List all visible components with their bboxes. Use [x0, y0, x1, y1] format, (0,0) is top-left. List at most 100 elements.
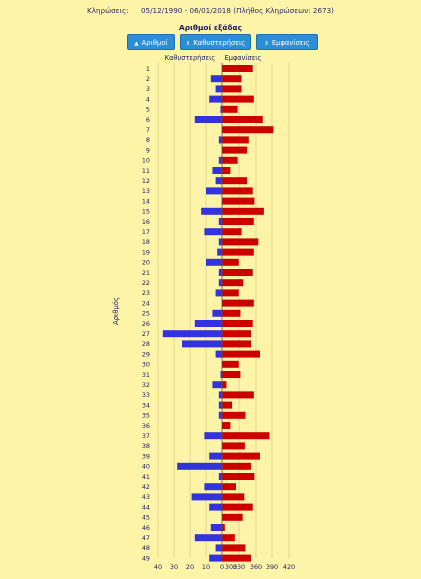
delay-bar [191, 493, 222, 501]
chart-subtitle: Αριθμοί εξάδας [178, 23, 243, 32]
delay-bar [182, 340, 222, 348]
category-label: 6 [146, 116, 150, 124]
appearance-bar [222, 422, 231, 429]
delay-bar [210, 75, 222, 83]
sort-by-number-label: Αριθμοί [141, 39, 168, 47]
appearance-bar [222, 524, 225, 531]
category-label: 4 [146, 95, 150, 103]
appearance-bar [222, 330, 252, 338]
delays-tick-label: 40 [154, 563, 162, 571]
delays-column-header: Καθυστερήσεις [165, 54, 216, 62]
category-label: 30 [142, 361, 150, 369]
delay-bar [201, 207, 222, 215]
appearance-bar [222, 116, 263, 123]
category-label: 8 [146, 136, 150, 144]
category-label: 3 [146, 85, 150, 93]
delay-bar [204, 483, 222, 491]
delay-bar [218, 218, 222, 225]
category-label: 13 [142, 187, 150, 195]
appearance-bar [222, 167, 231, 174]
category-label: 21 [142, 269, 150, 277]
category-label: 41 [142, 473, 150, 481]
appearance-bar [222, 452, 260, 460]
appearance-bar [222, 269, 253, 276]
category-label: 37 [142, 432, 150, 440]
appearance-bar [222, 95, 254, 103]
appearance-bar [222, 105, 238, 113]
category-label: 39 [142, 452, 150, 460]
delay-bar [162, 330, 222, 338]
sort-by-appearances-label: Εμφανίσεις [271, 39, 310, 47]
delay-bar [220, 105, 222, 113]
category-label: 17 [142, 228, 150, 236]
delay-bar [218, 411, 222, 419]
category-label: 12 [142, 177, 150, 185]
delay-bar [206, 258, 222, 266]
sort-by-number-button[interactable]: ▲ Αριθμοί [127, 34, 175, 50]
appearance-bar [222, 126, 274, 134]
appearance-bar [222, 513, 243, 521]
category-label: 38 [142, 442, 150, 450]
category-label: 32 [142, 381, 150, 389]
appearance-bar [222, 75, 242, 83]
category-label: 16 [142, 218, 150, 226]
category-label: 5 [146, 106, 150, 114]
category-label: 29 [142, 350, 150, 358]
category-label: 10 [142, 157, 150, 165]
draws-header: Κληρώσεις: 05/12/1990 - 06/01/2018 (Πλήθ… [0, 6, 421, 15]
delay-bar [209, 503, 222, 511]
appearance-bar [222, 473, 255, 480]
category-label: 18 [142, 238, 150, 246]
sort-by-delays-label: Καθυστερήσεις [193, 39, 246, 47]
appearance-bar [222, 554, 252, 562]
appearances-tick-label: 420 [283, 563, 295, 571]
delay-bar [218, 156, 222, 164]
category-label: 46 [142, 524, 150, 532]
appearance-bar [222, 442, 245, 450]
delay-bar [212, 309, 222, 317]
category-label: 33 [142, 391, 150, 399]
appearance-bar [222, 299, 254, 307]
delay-bar [194, 116, 222, 123]
category-label: 44 [142, 503, 150, 511]
delays-tick-label: 0 [220, 563, 224, 571]
category-label: 47 [142, 534, 150, 542]
delay-bar [209, 452, 222, 460]
delay-bar [220, 371, 222, 378]
delay-bar [194, 534, 222, 542]
y-axis-label: Αριθμός [112, 297, 120, 325]
delay-bar [215, 177, 222, 185]
category-label: 45 [142, 514, 150, 522]
category-label: 35 [142, 412, 150, 420]
delay-bar [204, 228, 222, 236]
delay-bar [218, 279, 222, 287]
appearance-bar [222, 401, 233, 409]
sort-by-delays-button[interactable]: ⇕ Καθυστερήσεις [180, 34, 251, 50]
category-label: 23 [142, 289, 150, 297]
category-label: 48 [142, 544, 150, 552]
sort-by-appearances-button[interactable]: ⇕ Εμφανίσεις [256, 34, 318, 50]
delays-tick-label: 30 [170, 563, 178, 571]
sort-updown-icon: ⇕ [185, 41, 191, 47]
appearance-bar [222, 218, 254, 225]
sort-updown-icon: ⇕ [264, 41, 269, 47]
delay-bar [204, 432, 222, 440]
delays-tick-label: 20 [186, 563, 194, 571]
delay-bar [218, 473, 222, 480]
appearance-bar [222, 289, 239, 297]
appearance-bar [222, 462, 252, 470]
appearance-bar [222, 391, 254, 399]
appearance-bar [222, 85, 242, 93]
appearances-tick-label: 390 [266, 563, 278, 571]
category-label: 34 [142, 401, 150, 409]
appearance-bar [222, 340, 252, 348]
delay-bar [218, 136, 222, 144]
delay-bar [218, 269, 222, 276]
delay-bar [209, 95, 222, 103]
category-label: 9 [146, 146, 150, 154]
appearance-bar [222, 156, 238, 164]
category-label: 2 [146, 75, 150, 83]
sort-up-icon: ▲ [134, 41, 139, 47]
delay-bar [215, 289, 222, 297]
appearance-bar [222, 381, 227, 389]
